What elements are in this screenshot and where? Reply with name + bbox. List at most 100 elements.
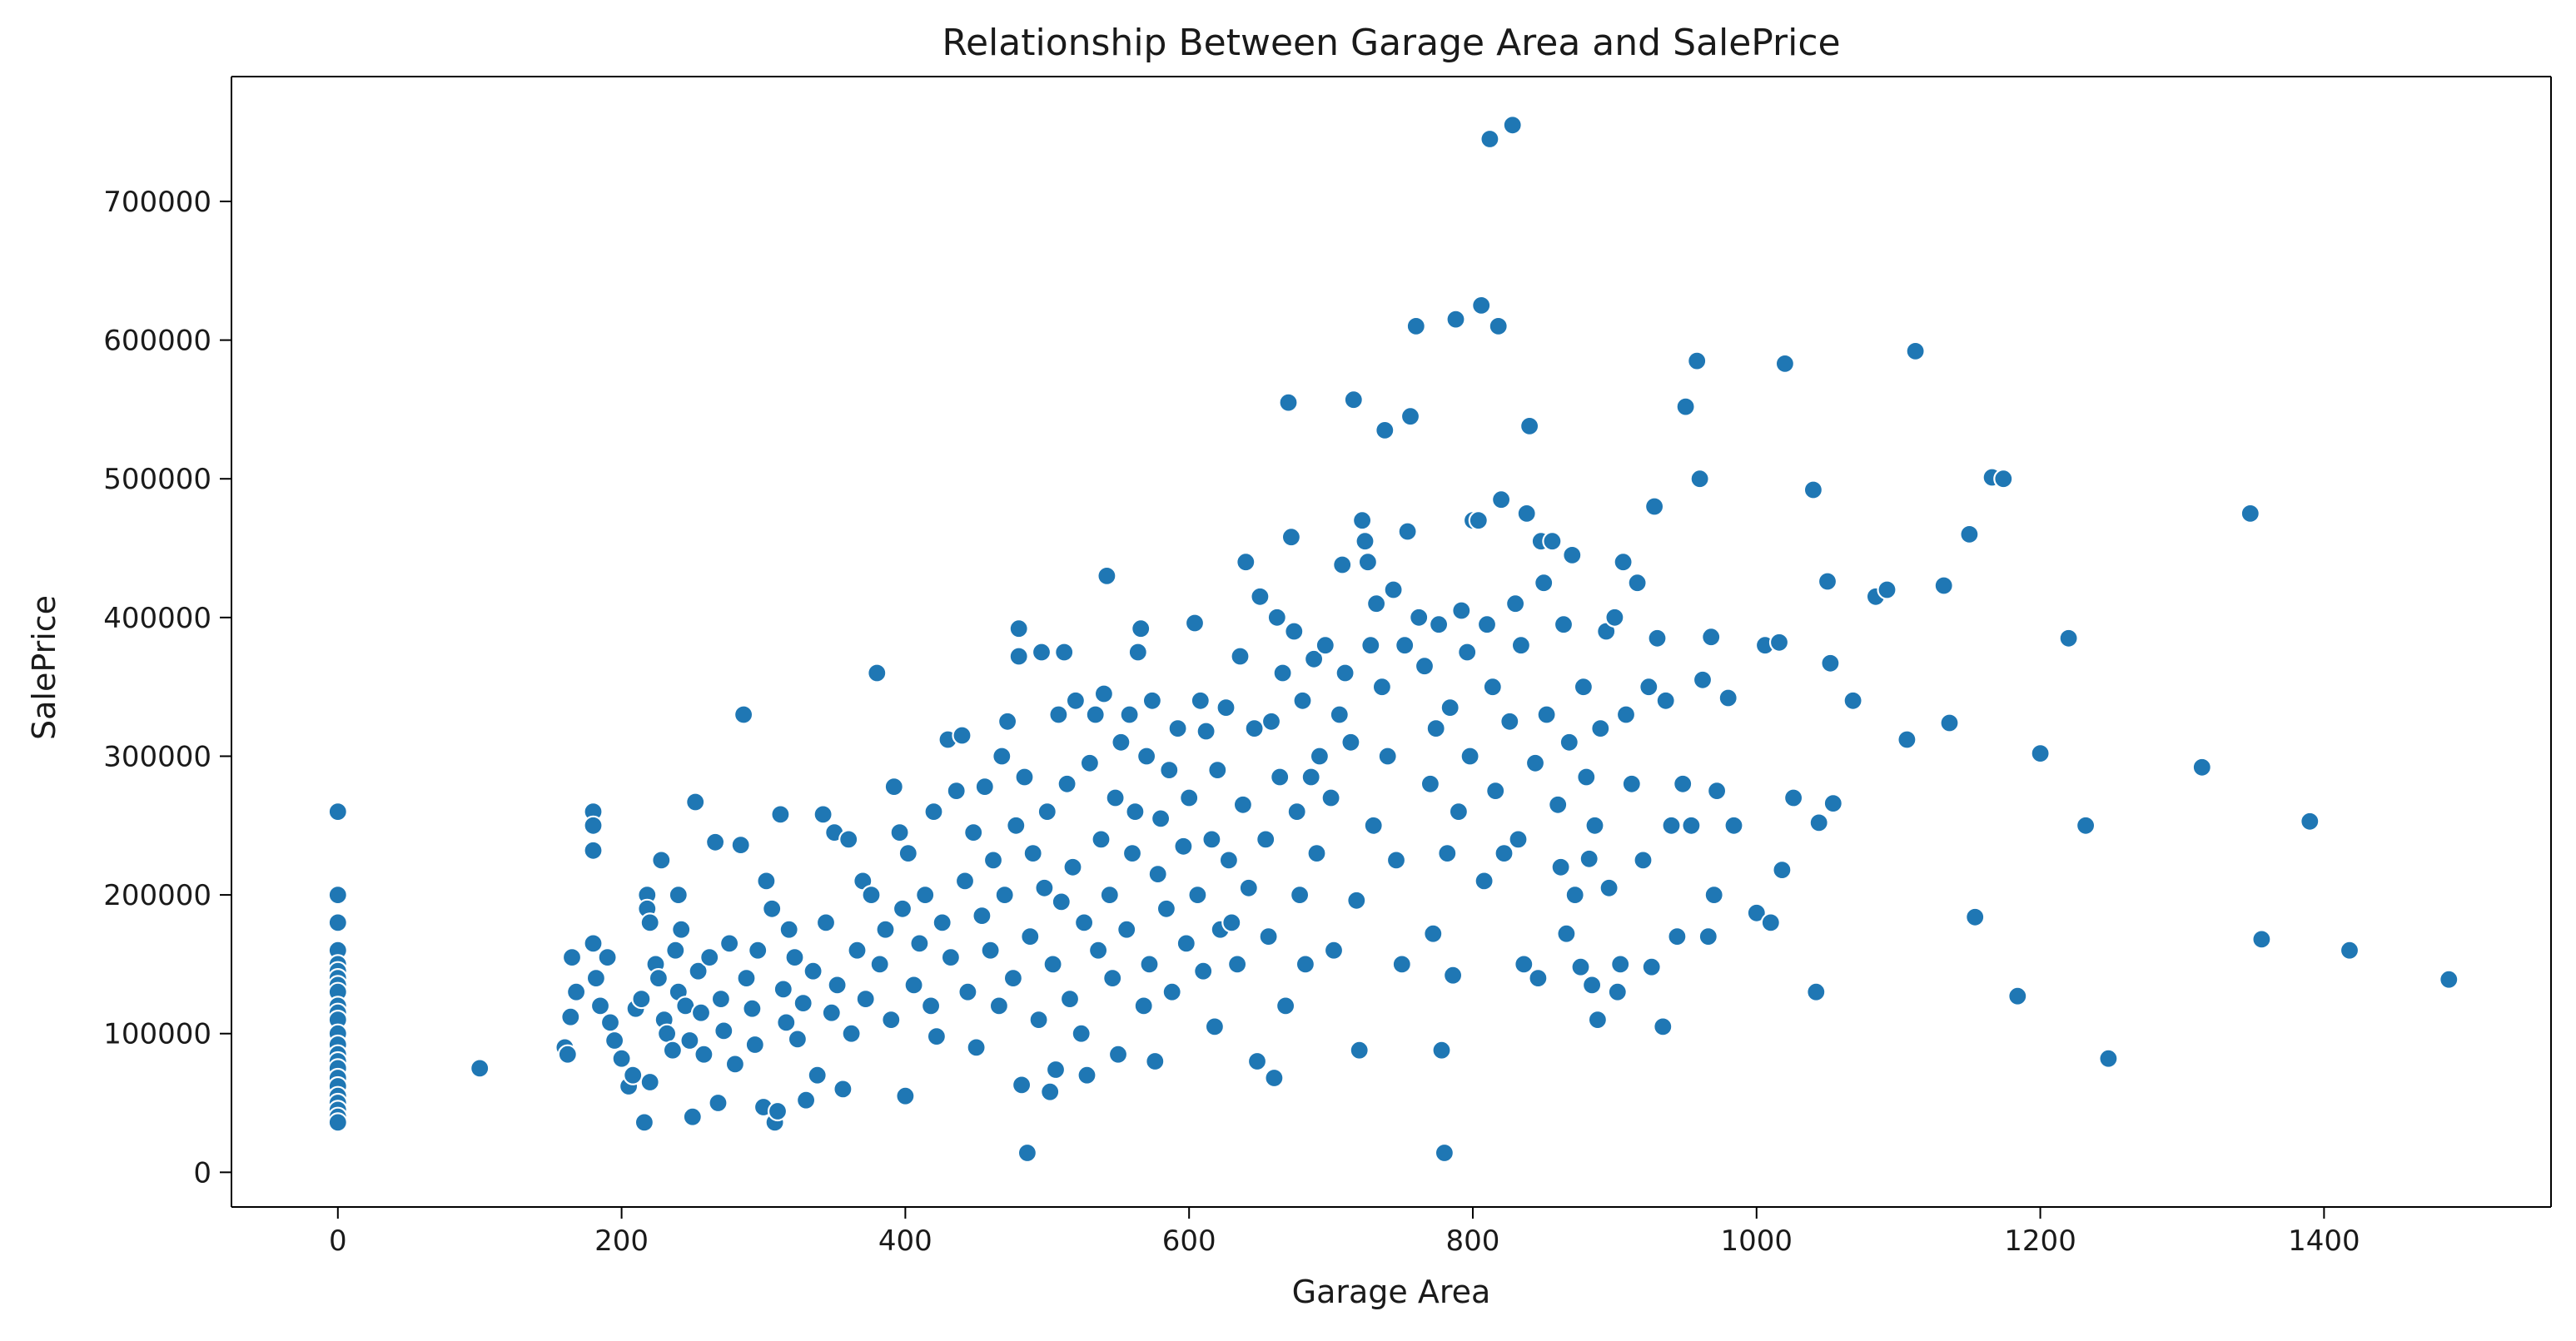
data-point <box>778 919 799 940</box>
data-point <box>923 801 944 822</box>
data-point <box>1156 898 1177 919</box>
data-point <box>1746 902 1767 923</box>
data-point <box>920 996 942 1016</box>
data-point <box>1121 842 1143 864</box>
data-point <box>972 905 992 926</box>
data-point <box>1062 857 1083 877</box>
data-point <box>1343 390 1364 410</box>
data-point <box>1610 954 1631 975</box>
x-axis-label: Garage Area <box>1292 1274 1491 1310</box>
data-point <box>2007 986 2028 1006</box>
data-point <box>1059 988 1081 1010</box>
data-point <box>1300 767 1321 787</box>
data-point <box>1286 801 1307 822</box>
data-point <box>665 940 686 961</box>
data-point <box>744 1034 765 1055</box>
data-point <box>639 1071 660 1093</box>
data-point <box>1051 892 1072 912</box>
data-point <box>1250 586 1271 607</box>
data-point <box>1587 1009 1609 1031</box>
data-point <box>1590 718 1611 739</box>
data-point <box>1599 877 1619 898</box>
data-point <box>710 988 732 1010</box>
data-point <box>1093 683 1115 704</box>
data-point <box>875 919 896 940</box>
data-point <box>795 1090 817 1110</box>
data-point <box>634 1112 655 1133</box>
data-point <box>736 967 757 989</box>
data-point <box>1939 713 1960 733</box>
y-tick-label: 0 <box>193 1156 211 1190</box>
data-point <box>1579 848 1599 869</box>
data-point <box>1216 697 1236 718</box>
data-point <box>1264 1067 1285 1089</box>
data-point <box>730 834 751 856</box>
data-point <box>957 981 978 1002</box>
data-point <box>557 1044 578 1065</box>
data-point <box>631 988 652 1010</box>
data-point <box>909 933 930 954</box>
data-point <box>855 988 876 1010</box>
data-point <box>604 1030 625 1051</box>
data-point <box>583 840 604 861</box>
data-point <box>1499 711 1520 732</box>
x-tick-label: 1200 <box>2004 1224 2076 1258</box>
data-point <box>1524 752 1546 773</box>
data-point <box>714 1021 734 1041</box>
data-point <box>1420 773 1441 794</box>
data-point <box>992 746 1012 767</box>
data-point <box>946 780 967 802</box>
data-point <box>1085 704 1106 725</box>
data-point <box>1383 579 1404 600</box>
data-point <box>656 1023 678 1044</box>
data-point <box>668 884 689 906</box>
data-point <box>1644 496 1665 517</box>
data-point <box>1161 981 1182 1002</box>
data-point <box>892 898 913 919</box>
data-point <box>1244 718 1265 739</box>
data-point <box>803 961 823 981</box>
data-point <box>952 725 972 746</box>
data-point <box>1125 801 1146 822</box>
data-point <box>1116 919 1137 940</box>
y-tick-label: 500000 <box>103 463 211 496</box>
data-point <box>1448 801 1470 822</box>
data-point <box>1409 607 1430 628</box>
data-point <box>1564 884 1585 906</box>
data-point <box>1139 954 1160 975</box>
data-point <box>1548 794 1569 815</box>
data-point <box>833 1079 853 1100</box>
data-point <box>1246 1050 1268 1072</box>
data-point <box>1303 648 1325 669</box>
data-point <box>599 1012 621 1033</box>
data-point <box>1159 759 1180 781</box>
data-point <box>1965 906 1986 927</box>
data-point <box>1877 579 1897 600</box>
data-point <box>2240 503 2260 524</box>
data-point <box>2058 628 2079 648</box>
data-point <box>2076 815 2096 836</box>
data-point <box>1440 697 1460 718</box>
data-point <box>589 996 611 1016</box>
data-point <box>1360 635 1381 656</box>
data-point <box>1270 767 1290 787</box>
data-point <box>1581 975 1603 996</box>
data-point <box>1556 923 1577 944</box>
data-point <box>1613 552 1634 573</box>
data-point <box>1057 773 1077 794</box>
data-point <box>827 975 848 996</box>
data-point <box>940 946 962 968</box>
data-point <box>1510 635 1532 656</box>
data-point <box>1675 396 1696 417</box>
data-point <box>1031 642 1052 663</box>
data-point <box>1687 350 1708 371</box>
data-point <box>1641 956 1662 977</box>
data-point <box>733 704 754 725</box>
data-point <box>1020 926 1041 947</box>
data-point <box>1562 544 1583 566</box>
data-point <box>1136 746 1157 767</box>
data-point <box>1395 635 1415 656</box>
data-point <box>861 884 882 906</box>
data-point <box>1371 677 1393 698</box>
data-point <box>585 967 607 989</box>
